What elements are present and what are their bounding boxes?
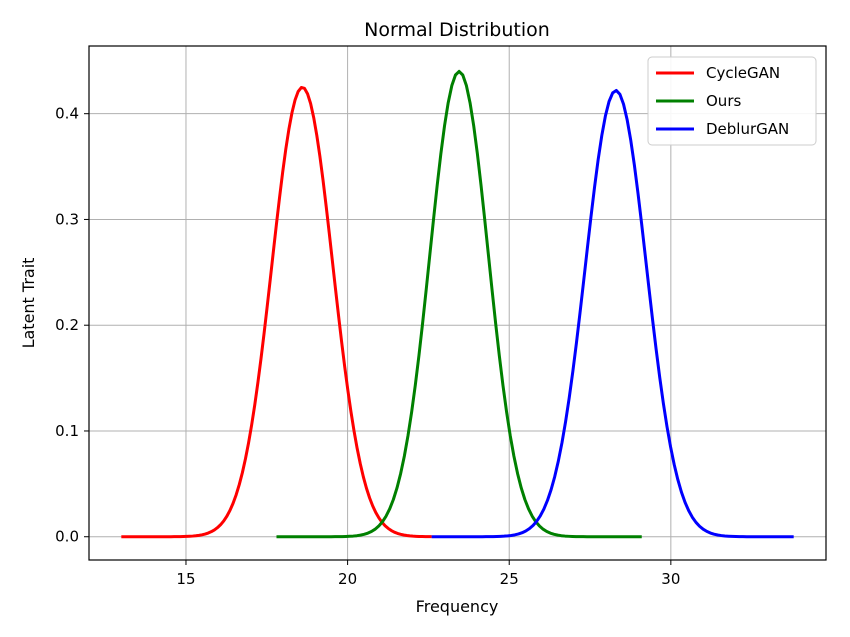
x-axis-label: Frequency (416, 597, 499, 616)
legend-label: Ours (706, 92, 741, 110)
y-tick-label: 0.3 (55, 210, 79, 228)
x-tick-label: 25 (500, 570, 519, 588)
ticks: 15 20 25 30 0.0 0.1 0.2 0.3 0.4 (55, 105, 680, 588)
legend-label: DeblurGAN (706, 120, 789, 138)
series-group (121, 69, 794, 539)
y-axis-label: Latent Trait (19, 258, 38, 349)
y-tick-label: 0.2 (55, 316, 79, 334)
plot-frame (88, 45, 827, 561)
legend: CycleGAN Ours DeblurGAN (647, 56, 817, 146)
series-line-deblurgan (431, 88, 794, 539)
y-tick-label: 0.1 (55, 422, 79, 440)
series-line-cyclegan (121, 86, 432, 539)
y-tick-label: 0.0 (55, 528, 79, 546)
chart-title: Normal Distribution (364, 19, 550, 41)
x-tick-label: 15 (176, 570, 195, 588)
legend-box (647, 56, 817, 146)
x-tick-label: 30 (661, 570, 680, 588)
x-tick-label: 20 (338, 570, 357, 588)
series-line-ours (276, 69, 642, 539)
y-tick-label: 0.4 (55, 105, 79, 123)
legend-label: CycleGAN (706, 64, 780, 82)
